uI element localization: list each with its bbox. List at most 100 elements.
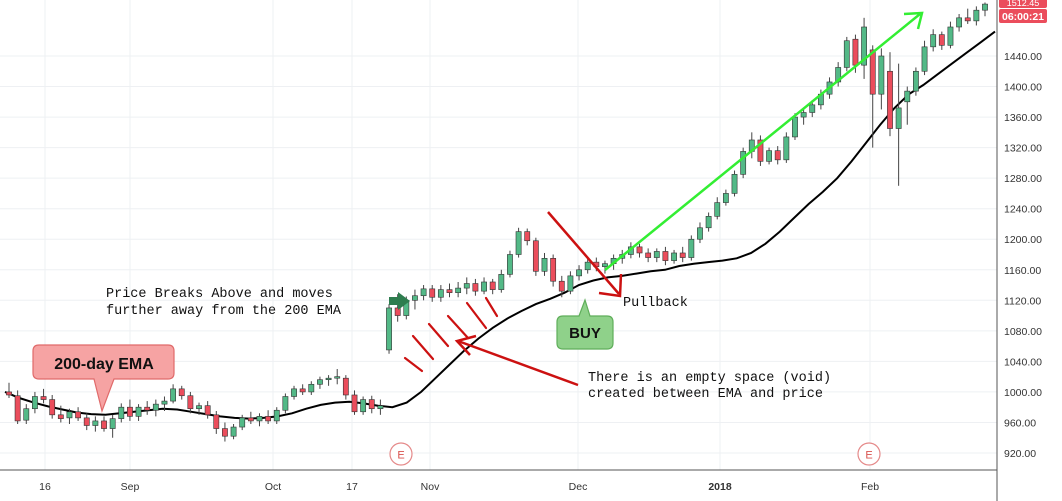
candle-bearish: [869, 49, 876, 95]
candle-bullish: [809, 104, 816, 113]
buy-callout: BUY: [556, 298, 614, 350]
y-tick-label: 960.00: [1004, 417, 1036, 429]
candle-bullish: [455, 287, 462, 293]
candle-bearish: [964, 17, 971, 22]
candle-bullish: [437, 289, 444, 298]
x-tick-label: 17: [346, 481, 358, 493]
pullback-arrow: [547, 211, 623, 298]
void-text-line: There is an empty space (void): [588, 371, 831, 386]
candle-bearish: [49, 399, 56, 416]
candle-bearish: [6, 391, 12, 396]
breakout-annotation: Price Breaks Above and moves further awa…: [106, 287, 342, 319]
candle-bearish: [887, 70, 893, 129]
candle-bullish: [377, 405, 384, 410]
last-price-badge: 1512.45: [999, 0, 1047, 8]
candle-bullish: [463, 283, 470, 289]
candle-bearish: [40, 396, 47, 400]
y-tick-label: 1280.00: [1004, 173, 1042, 185]
candle-bearish: [558, 280, 565, 292]
candle-bearish: [75, 411, 81, 419]
candle-bullish: [273, 409, 280, 422]
y-tick-label: 1400.00: [1004, 82, 1042, 94]
candle-bullish: [412, 295, 418, 301]
candle-bullish: [904, 90, 911, 103]
candle-bullish: [722, 193, 729, 203]
y-tick-label: 1000.00: [1004, 387, 1042, 399]
void-hatch-marks: [403, 296, 499, 373]
candle-bearish: [101, 420, 107, 429]
candle-bearish: [645, 252, 652, 258]
candle-bullish: [671, 252, 677, 261]
candle-bearish: [144, 406, 151, 411]
x-tick-label: Sep: [121, 481, 140, 493]
candle-bullish: [956, 17, 962, 28]
y-tick-label: 1160.00: [1004, 265, 1041, 277]
candle-bearish: [757, 139, 764, 162]
candle-bearish: [222, 428, 228, 437]
x-axis-labels: 16 Sep Oct 17 Nov Dec 2018 Feb: [39, 481, 879, 493]
y-tick-label: 1040.00: [1004, 356, 1042, 368]
candle-bearish: [127, 406, 133, 417]
candle-bullish: [196, 405, 202, 410]
candle-bearish: [394, 307, 401, 316]
x-tick-label: Nov: [421, 481, 440, 493]
candle-bullish: [576, 269, 582, 277]
candle-bearish: [636, 246, 643, 254]
earnings-marker[interactable]: E: [857, 442, 881, 466]
earnings-marker[interactable]: E: [389, 442, 413, 466]
candle-bullish: [602, 263, 608, 268]
buy-callout-label: BUY: [569, 325, 601, 342]
candle-bullish: [325, 377, 332, 381]
candle-bullish: [705, 216, 712, 229]
earnings-marker-label: E: [865, 450, 872, 462]
candle-bullish: [92, 420, 99, 426]
candle-bullish: [714, 202, 721, 217]
candle-bearish: [662, 251, 669, 261]
candle-bullish: [515, 231, 522, 255]
candle-bullish: [420, 288, 427, 297]
breakout-text-line: further away from the 200 EMA: [106, 304, 342, 319]
last-price-text: 1512.45: [1007, 0, 1040, 8]
candle-bullish: [792, 116, 798, 138]
candle-bullish: [291, 388, 297, 397]
vertical-gridlines: [44, 0, 871, 470]
breakout-text-line: Price Breaks Above and moves: [106, 287, 333, 302]
candle-bullish: [118, 406, 125, 419]
void-text-line: created between EMA and price: [588, 387, 823, 402]
candle-bearish: [178, 388, 185, 397]
void-arrow: [454, 334, 579, 387]
candle-bullish: [913, 70, 919, 92]
candle-bullish: [66, 411, 73, 419]
candle-bullish: [507, 254, 513, 275]
candle-bullish: [32, 396, 38, 410]
ema-callout: 200-day EMA: [32, 344, 175, 414]
candle-bearish: [472, 283, 479, 292]
horizontal-gridlines: [0, 55, 997, 454]
y-tick-label: 1080.00: [1004, 326, 1042, 338]
candle-bullish: [740, 151, 747, 175]
candle-bearish: [83, 417, 90, 426]
candle-bearish: [351, 394, 358, 413]
x-tick-label: Feb: [861, 481, 879, 493]
candlestick-series: [6, 2, 988, 442]
candle-bullish: [308, 383, 315, 393]
candle-bearish: [368, 399, 375, 410]
candle-bullish: [170, 388, 177, 402]
candle-bearish: [187, 395, 194, 410]
candle-bullish: [584, 261, 591, 271]
y-tick-label: 1360.00: [1004, 112, 1042, 124]
candle-bearish: [550, 258, 557, 282]
earnings-marker-label: E: [397, 450, 404, 462]
candle-bullish: [947, 26, 954, 46]
candle-bullish: [481, 281, 487, 292]
y-tick-label: 1240.00: [1004, 204, 1042, 216]
trend-arrow: [604, 11, 924, 271]
candle-bearish: [213, 414, 220, 429]
candle-bullish: [541, 258, 548, 272]
pullback-text: Pullback: [623, 296, 688, 311]
void-annotation: There is an empty space (void) created b…: [588, 371, 831, 402]
ema-200-line: [4, 30, 996, 420]
countdown-text: 06:00:21: [1002, 11, 1044, 23]
candle-bullish: [878, 55, 885, 95]
candle-bullish: [161, 400, 168, 405]
